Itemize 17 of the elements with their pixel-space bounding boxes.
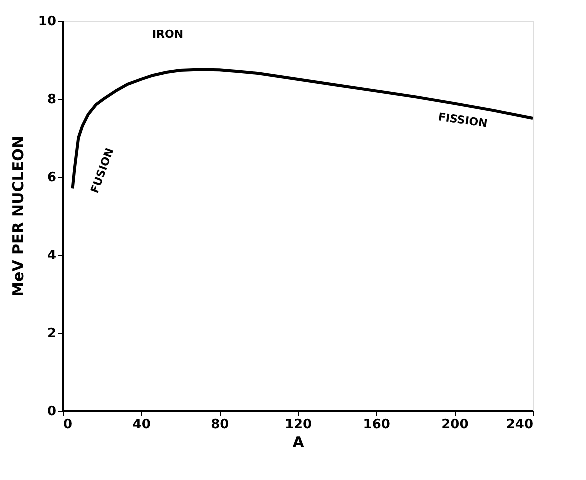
x-axis-title: A bbox=[292, 434, 305, 452]
y-tick-label: 10 bbox=[38, 14, 56, 30]
y-tick-label: 6 bbox=[47, 170, 56, 186]
y-tick-label: 8 bbox=[47, 92, 56, 108]
y-tick-label: 0 bbox=[47, 404, 56, 420]
x-tick-label: 0 bbox=[64, 418, 73, 432]
x-tick-label: 200 bbox=[442, 418, 469, 432]
annotation: IRON bbox=[152, 28, 184, 41]
y-tick-label: 2 bbox=[47, 326, 56, 342]
x-tick-label: 80 bbox=[211, 418, 230, 432]
y-tick-label: 4 bbox=[47, 248, 56, 264]
x-tick-label: 240 bbox=[506, 418, 534, 432]
x-tick-label: 120 bbox=[284, 418, 312, 432]
x-tick-label: 160 bbox=[363, 418, 390, 432]
x-tick-label: 40 bbox=[132, 418, 151, 432]
y-axis-title: MeV PER NUCLEON bbox=[9, 136, 28, 297]
annotation: FISSION bbox=[438, 110, 489, 130]
